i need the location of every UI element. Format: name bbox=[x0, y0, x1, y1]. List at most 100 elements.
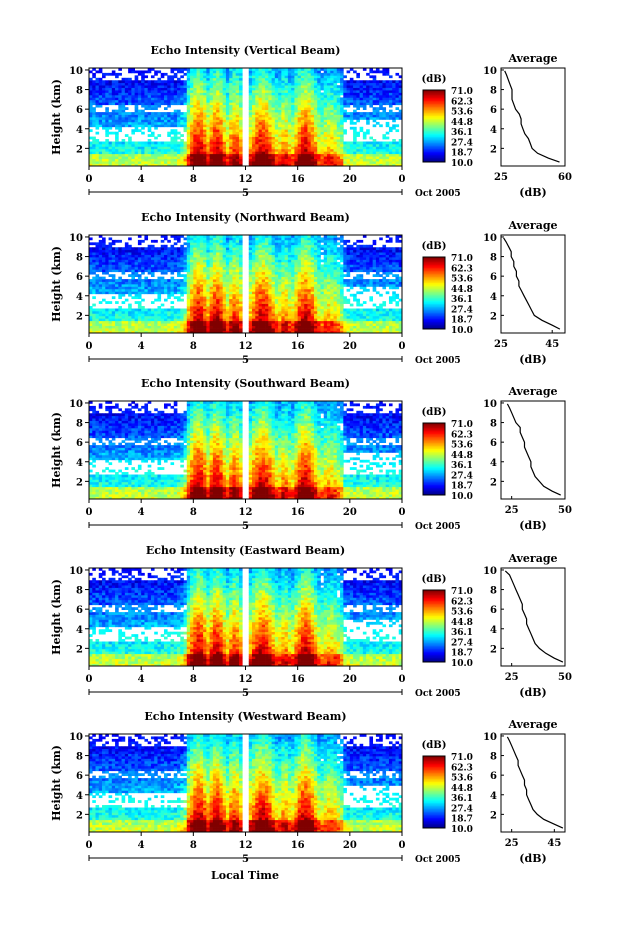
heatmap-cell bbox=[363, 134, 367, 137]
heatmap-cell bbox=[294, 90, 298, 93]
heatmap-cell bbox=[171, 257, 175, 260]
heatmap-cell bbox=[174, 83, 178, 86]
heatmap-cell bbox=[105, 313, 109, 316]
heatmap-cell bbox=[89, 117, 93, 120]
heatmap-cell bbox=[337, 117, 341, 120]
heatmap-cell bbox=[249, 102, 253, 105]
heatmap-cell bbox=[144, 154, 148, 157]
heatmap-cell bbox=[330, 119, 334, 122]
heatmap-cell bbox=[190, 294, 194, 297]
heatmap-cell bbox=[99, 88, 103, 91]
heatmap-cell bbox=[360, 117, 364, 120]
heatmap-cell bbox=[151, 161, 155, 164]
heatmap-cell bbox=[255, 73, 259, 76]
heatmap-cell bbox=[128, 291, 132, 294]
heatmap-cell bbox=[109, 88, 113, 91]
heatmap-cell bbox=[177, 316, 181, 319]
heatmap-cell bbox=[197, 85, 201, 88]
heatmap-cell bbox=[144, 93, 148, 96]
heatmap-cell bbox=[213, 299, 217, 302]
heatmap-cell bbox=[239, 132, 243, 135]
heatmap-cell bbox=[105, 149, 109, 152]
heatmap-cell bbox=[115, 250, 119, 253]
heatmap-cell bbox=[118, 95, 122, 98]
heatmap-cell bbox=[343, 97, 347, 100]
heatmap-cell bbox=[161, 83, 165, 86]
heatmap-cell bbox=[353, 105, 357, 108]
heatmap-cell bbox=[232, 318, 236, 321]
heatmap-cell bbox=[151, 159, 155, 162]
heatmap-cell bbox=[122, 151, 126, 154]
heatmap-cell bbox=[105, 260, 109, 263]
heatmap-cell bbox=[232, 122, 236, 125]
heatmap-cell bbox=[99, 250, 103, 253]
heatmap-cell bbox=[294, 78, 298, 81]
heatmap-cell bbox=[226, 264, 230, 267]
heatmap-cell bbox=[317, 102, 321, 105]
heatmap-cell bbox=[118, 144, 122, 147]
heatmap-cell bbox=[193, 137, 197, 140]
heatmap-cell bbox=[174, 282, 178, 285]
heatmap-cell bbox=[236, 250, 240, 253]
heatmap-cell bbox=[151, 311, 155, 314]
heatmap-cell bbox=[373, 144, 377, 147]
heatmap-cell bbox=[373, 83, 377, 86]
heatmap-cell bbox=[275, 129, 279, 132]
heatmap-cell bbox=[180, 250, 184, 253]
heatmap-cell bbox=[118, 112, 122, 115]
heatmap-cell bbox=[275, 154, 279, 157]
x-tick-label: 4 bbox=[138, 174, 145, 185]
heatmap-cell bbox=[167, 90, 171, 93]
heatmap-cell bbox=[216, 277, 220, 280]
heatmap-cell bbox=[239, 95, 243, 98]
heatmap-cell bbox=[128, 93, 132, 96]
heatmap-cell bbox=[161, 75, 165, 78]
heatmap-cell bbox=[177, 161, 181, 164]
heatmap-cell bbox=[200, 112, 204, 115]
heatmap-cell bbox=[105, 156, 109, 159]
heatmap-cell bbox=[141, 151, 145, 154]
heatmap-cell bbox=[96, 323, 100, 326]
heatmap-cell bbox=[157, 83, 161, 86]
heatmap-cell bbox=[373, 124, 377, 127]
heatmap-cell bbox=[193, 85, 197, 88]
heatmap-cell bbox=[174, 149, 178, 152]
heatmap-cell bbox=[180, 311, 184, 314]
heatmap-cell bbox=[174, 284, 178, 287]
heatmap-cell bbox=[180, 245, 184, 248]
heatmap-cell bbox=[334, 149, 338, 152]
heatmap-cell bbox=[229, 142, 233, 145]
heatmap-cell bbox=[275, 88, 279, 91]
heatmap-cell bbox=[200, 326, 204, 329]
heatmap-cell bbox=[249, 124, 253, 127]
heatmap-cell bbox=[389, 83, 393, 86]
heatmap-cell bbox=[356, 115, 360, 118]
heatmap-cell bbox=[262, 110, 266, 113]
heatmap-cell bbox=[392, 100, 396, 103]
heatmap-cell bbox=[148, 257, 152, 260]
heatmap-cell bbox=[115, 301, 119, 304]
heatmap-cell bbox=[229, 260, 233, 263]
heatmap-cell bbox=[314, 110, 318, 113]
heatmap-cell bbox=[340, 122, 344, 125]
heatmap-cell bbox=[161, 250, 165, 253]
heatmap-cell bbox=[177, 156, 181, 159]
heatmap-cell bbox=[356, 88, 360, 91]
heatmap-cell bbox=[213, 264, 217, 267]
heatmap-cell bbox=[171, 277, 175, 280]
heatmap-cell bbox=[232, 139, 236, 142]
heatmap-cell bbox=[213, 267, 217, 270]
heatmap-cell bbox=[259, 100, 263, 103]
heatmap-cell bbox=[226, 267, 230, 270]
heatmap-cell bbox=[350, 102, 354, 105]
heatmap-cell bbox=[294, 102, 298, 105]
heatmap-cell bbox=[184, 119, 188, 122]
heatmap-cell bbox=[304, 129, 308, 132]
heatmap-cell bbox=[109, 151, 113, 154]
heatmap-cell bbox=[112, 277, 116, 280]
heatmap-cell bbox=[252, 146, 256, 149]
heatmap-cell bbox=[135, 250, 139, 253]
heatmap-cell bbox=[171, 267, 175, 270]
heatmap-cell bbox=[317, 112, 321, 115]
heatmap-cell bbox=[307, 80, 311, 83]
